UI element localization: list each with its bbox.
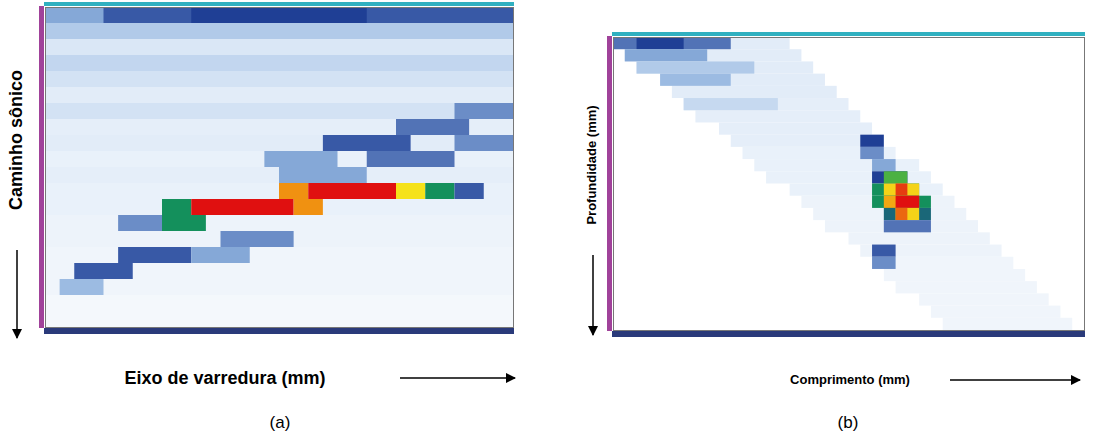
svg-text:Profundidade (mm): Profundidade (mm) [584, 105, 599, 224]
svg-text:Caminho sônico: Caminho sônico [6, 70, 26, 210]
svg-text:(a): (a) [270, 413, 291, 432]
svg-text:Eixo de varredura (mm): Eixo de varredura (mm) [124, 368, 325, 388]
svg-text:Comprimento (mm): Comprimento (mm) [790, 372, 910, 387]
svg-text:(b): (b) [838, 413, 859, 432]
